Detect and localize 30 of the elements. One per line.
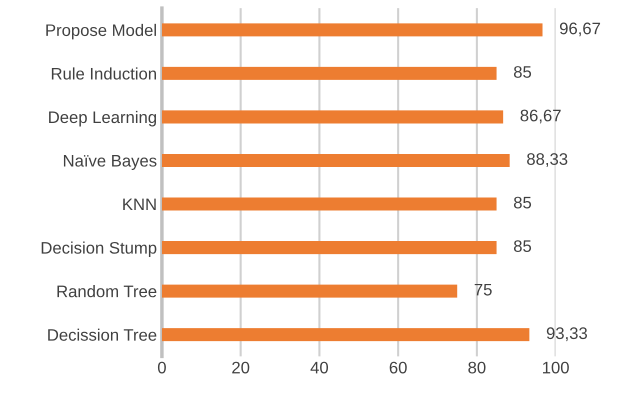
- data-label: 86,67: [520, 110, 561, 124]
- x-tick-label: 60: [390, 362, 407, 374]
- bar: [162, 66, 497, 80]
- y-tick-label: Naïve Bayes: [64, 155, 156, 170]
- data-label: 85: [514, 196, 532, 208]
- y-tick-label: Rule Induction: [52, 67, 156, 80]
- data-label: 85: [514, 240, 532, 252]
- data-label: 75: [474, 284, 492, 296]
- data-label: 96,67: [560, 22, 600, 36]
- bar: [162, 241, 497, 254]
- y-tick-label: Decision Stump: [42, 242, 156, 258]
- y-tick-label: Deep Learning: [49, 110, 156, 126]
- bar: [162, 154, 510, 168]
- data-label: 88,33: [527, 153, 568, 167]
- bar: [162, 23, 543, 36]
- y-tick-label: Decission Tree: [48, 328, 156, 341]
- bar: [162, 197, 497, 211]
- y-tick-label: Propose Model: [46, 24, 156, 40]
- x-tick-label: 0: [158, 362, 166, 374]
- x-tick-label: 20: [232, 362, 250, 374]
- y-tick-label: Random Tree: [57, 285, 156, 298]
- data-label: 85: [514, 66, 532, 78]
- data-label: 93,33: [546, 327, 588, 342]
- x-tick-label: 100: [542, 362, 569, 374]
- bar: [162, 284, 458, 298]
- y-tick-label: KNN: [123, 198, 156, 210]
- x-tick-label: 40: [310, 362, 328, 374]
- x-tick-label: 80: [468, 362, 486, 374]
- bar: [162, 328, 530, 342]
- bar: [162, 110, 504, 124]
